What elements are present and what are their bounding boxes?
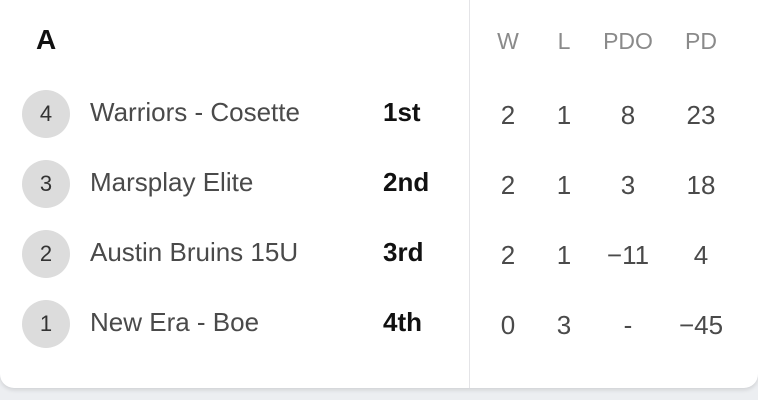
- seed-badge: 4: [22, 90, 70, 138]
- stat-pd: 18: [686, 170, 716, 200]
- stat-wins: 2: [500, 100, 516, 130]
- seed-badge: 1: [22, 300, 70, 348]
- header-losses: L: [557, 28, 571, 54]
- team-row[interactable]: 3 Marsplay Elite 2nd 2 1 3 18: [0, 150, 758, 220]
- column-divider: [469, 0, 470, 388]
- stat-pd: −45: [678, 310, 724, 340]
- stat-pd: 23: [686, 100, 716, 130]
- header-pd: PD: [685, 28, 717, 54]
- stat-pd: 4: [693, 240, 709, 270]
- stat-wins: 2: [500, 170, 516, 200]
- stat-pdo: 3: [620, 170, 636, 200]
- group-title: A: [36, 24, 57, 55]
- stat-losses: 3: [556, 310, 572, 340]
- team-row[interactable]: 2 Austin Bruins 15U 3rd 2 1 −11 4: [0, 220, 758, 290]
- standings-card: A W L PDO PD 4 Warriors - Cosette 1st 2 …: [0, 0, 758, 388]
- team-name: Warriors - Cosette: [90, 97, 300, 127]
- team-row[interactable]: 4 Warriors - Cosette 1st 2 1 8 23: [0, 80, 758, 150]
- team-name: New Era - Boe: [90, 307, 260, 337]
- stat-pdo: 8: [620, 100, 636, 130]
- stat-losses: 1: [556, 240, 572, 270]
- stat-wins: 0: [500, 310, 516, 340]
- team-place: 1st: [383, 97, 421, 127]
- seed-badge: 3: [22, 160, 70, 208]
- header-pdo: PDO: [603, 28, 653, 54]
- team-place: 4th: [383, 307, 422, 337]
- stat-pdo: -: [623, 310, 633, 340]
- team-place: 2nd: [383, 167, 430, 197]
- team-place: 3rd: [383, 237, 424, 267]
- stat-pdo: −11: [606, 240, 650, 270]
- team-name: Austin Bruins 15U: [90, 237, 299, 267]
- team-row[interactable]: 1 New Era - Boe 4th 0 3 - −45: [0, 290, 758, 360]
- stat-losses: 1: [556, 170, 572, 200]
- header-wins: W: [497, 28, 519, 54]
- stat-wins: 2: [500, 240, 516, 270]
- seed-badge: 2: [22, 230, 70, 278]
- stat-losses: 1: [556, 100, 572, 130]
- team-name: Marsplay Elite: [90, 167, 254, 197]
